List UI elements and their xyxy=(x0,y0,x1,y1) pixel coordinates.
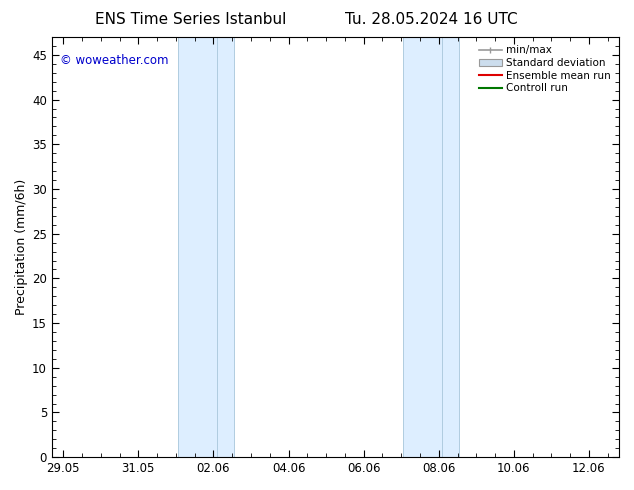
Bar xyxy=(443,37,460,457)
Text: © woweather.com: © woweather.com xyxy=(60,54,169,67)
Legend: min/max, Standard deviation, Ensemble mean run, Controll run: min/max, Standard deviation, Ensemble me… xyxy=(476,42,614,97)
Text: Tu. 28.05.2024 16 UTC: Tu. 28.05.2024 16 UTC xyxy=(345,12,517,27)
Bar xyxy=(403,37,443,457)
Bar xyxy=(217,37,234,457)
Y-axis label: Precipitation (mm/6h): Precipitation (mm/6h) xyxy=(15,179,28,315)
Text: ENS Time Series Istanbul: ENS Time Series Istanbul xyxy=(94,12,286,27)
Bar xyxy=(178,37,217,457)
